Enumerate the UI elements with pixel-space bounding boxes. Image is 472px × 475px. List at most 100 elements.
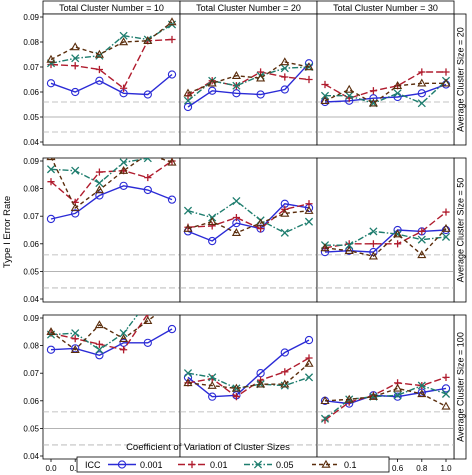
data-point-icc-0.1: [344, 394, 354, 403]
data-point-icc-0.05: [183, 369, 193, 378]
data-point-icc-0.01: [208, 222, 216, 230]
y-tick-label: 0.05: [23, 267, 39, 276]
data-point-icc-0.05: [320, 414, 330, 423]
data-point-icc-0.05: [417, 381, 426, 390]
data-point-icc-0.05: [232, 81, 241, 90]
y-tick-label: 0.04: [23, 295, 39, 304]
data-point-icc-0.001: [304, 335, 314, 345]
y-tick-label: 0.06: [23, 397, 39, 406]
data-point-icc-0.05: [417, 99, 426, 108]
data-point-icc-0.01: [321, 416, 329, 424]
series-line-icc-0.1: [50, 21, 173, 61]
data-point-icc-0.1: [280, 208, 290, 217]
data-point-icc-0.01: [442, 208, 450, 216]
data-point-icc-0.1: [167, 17, 177, 26]
series-line-icc-0.001: [187, 339, 310, 398]
panel-r1-c1: [179, 157, 318, 303]
legend-item-icc-0.1: 0.1: [312, 459, 357, 470]
data-point-icc-0.001: [369, 94, 378, 103]
data-point-icc-0.1: [143, 316, 153, 325]
data-point-icc-0.01: [394, 240, 402, 248]
data-point-icc-0.001: [208, 236, 217, 246]
data-point-icc-0.01: [71, 335, 79, 343]
series-line-icc-0.1: [324, 82, 446, 105]
y-tick-label: 0.09: [23, 314, 39, 323]
data-point-icc-0.1: [231, 71, 241, 79]
x-tick-label: 1.0: [440, 464, 452, 473]
panel-frame: [42, 314, 181, 460]
series-line-icc-0.05: [187, 372, 310, 390]
data-point-icc-0.1: [70, 203, 80, 212]
column-strip-label: Total Cluster Number = 10: [59, 3, 164, 13]
data-point-icc-0.001: [95, 191, 104, 200]
panel-r1-c0: [42, 146, 181, 303]
series-line-icc-0.001: [187, 62, 310, 108]
data-point-icc-0.001: [393, 392, 402, 401]
x-axis-title: Coefficient of Variation of Cluster Size…: [126, 442, 290, 453]
data-point-icc-0.01: [281, 73, 289, 81]
series-line-icc-0.01: [50, 38, 173, 90]
y-tick-label: 0.07: [23, 212, 39, 221]
data-point-icc-0.05: [168, 146, 175, 153]
data-point-icc-0.01: [418, 227, 426, 235]
data-point-icc-0.05: [208, 373, 217, 382]
data-point-icc-0.05: [119, 158, 128, 167]
data-point-icc-0.001: [232, 89, 241, 98]
data-point-icc-0.05: [232, 196, 241, 206]
data-point-icc-0.1: [207, 78, 217, 87]
data-point-icc-0.1: [207, 217, 217, 225]
y-tick-label: 0.07: [23, 63, 39, 72]
data-point-icc-0.1: [417, 250, 427, 259]
data-point-icc-0.05: [345, 91, 354, 100]
data-point-icc-0.05: [280, 381, 289, 390]
data-point-icc-0.001: [143, 185, 152, 195]
data-point-icc-0.1: [119, 37, 129, 46]
data-point-icc-0.1: [256, 73, 266, 82]
data-point-icc-0.001: [320, 97, 330, 107]
panel-r2-c2: [316, 314, 455, 460]
data-point-icc-0.001: [95, 351, 104, 360]
data-point-icc-0.05: [95, 345, 104, 354]
y-tick-label: 0.09: [23, 157, 39, 166]
data-point-icc-0.1: [368, 251, 378, 260]
data-point-icc-0.1: [94, 185, 104, 194]
data-point-icc-0.01: [71, 62, 79, 70]
data-point-icc-0.001: [71, 209, 80, 218]
y-tick-label: 0.06: [23, 240, 39, 249]
data-point-icc-0.1: [94, 49, 104, 58]
data-point-icc-0.01: [321, 80, 329, 89]
series-line-icc-0.01: [50, 160, 173, 204]
panel-r2-c1: [179, 314, 318, 460]
data-point-icc-0.05: [304, 217, 314, 226]
data-point-icc-0.05: [369, 227, 378, 236]
data-point-icc-0.1: [320, 243, 330, 252]
data-point-icc-0.001: [441, 225, 451, 235]
data-point-icc-0.1: [417, 389, 427, 398]
data-point-icc-0.1: [441, 78, 451, 87]
data-point-icc-0.1: [393, 383, 403, 392]
y-tick-label: 0.05: [23, 424, 39, 433]
panel-frame: [316, 157, 455, 303]
panel-grid: Total Cluster Number = 10 Total Cluster N…: [42, 0, 467, 460]
series-line-icc-0.001: [50, 73, 173, 96]
panel-frame: [316, 314, 455, 460]
data-point-icc-0.1: [320, 96, 330, 104]
series-line-icc-0.05: [50, 315, 139, 351]
data-point-icc-0.1: [304, 205, 314, 214]
data-point-icc-0.1: [70, 345, 80, 353]
data-point-icc-0.1: [441, 401, 451, 410]
data-point-icc-0.001: [280, 85, 289, 94]
data-point-icc-0.1: [393, 229, 403, 238]
data-point-icc-0.1: [143, 36, 153, 44]
y-tick-label: 0.08: [23, 38, 39, 47]
data-point-icc-0.1: [231, 383, 241, 392]
data-point-icc-0.01: [120, 346, 128, 354]
series-line-icc-0.1: [187, 210, 310, 234]
data-point-icc-0.01: [442, 68, 450, 76]
panel-r2-c0: [42, 314, 181, 460]
legend-marker: [253, 460, 263, 469]
data-point-icc-0.05: [46, 165, 56, 174]
data-point-icc-0.01: [120, 84, 128, 92]
data-point-icc-0.1: [256, 379, 266, 388]
